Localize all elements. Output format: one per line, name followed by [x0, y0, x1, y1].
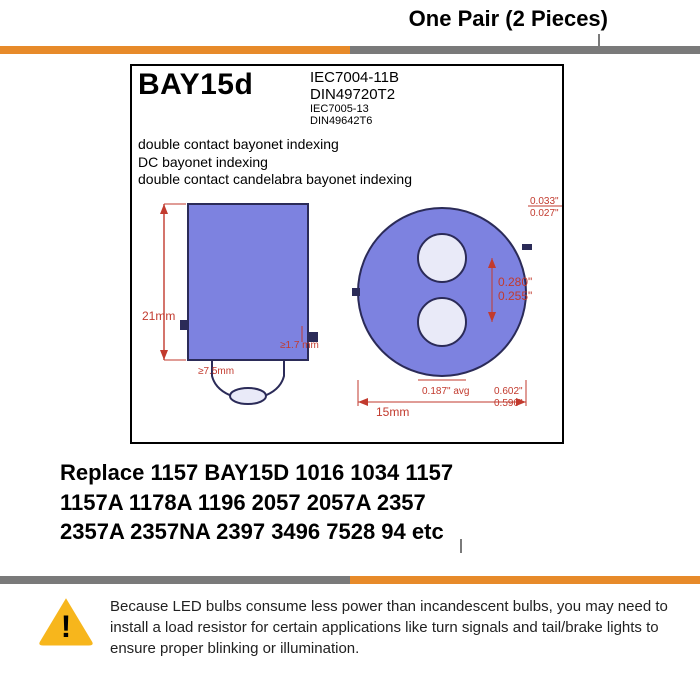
dim-base-min: ≥7.5mm: [198, 366, 234, 377]
standard-code: IEC7004-11B: [310, 70, 399, 87]
divider-bar-bottom: [0, 576, 700, 584]
dim-contact-a: 0.280": [498, 275, 532, 289]
socket-name: BAY15d: [138, 68, 253, 102]
replace-line: 1157A 1178A 1196 2057 2057A 2357: [60, 488, 650, 518]
socket-descriptions: double contact bayonet indexing DC bayon…: [138, 136, 412, 189]
dim-avg: 0.187" avg: [422, 386, 469, 397]
warning-text: Because LED bulbs consume less power tha…: [110, 596, 678, 659]
socket-desc-line: DC bayonet indexing: [138, 154, 412, 172]
dim-pin-min: ≥1.7 mm: [280, 340, 319, 351]
header-title: One Pair (2 Pieces): [409, 6, 608, 32]
replace-line: Replace 1157 BAY15D 1016 1034 1157: [60, 458, 650, 488]
standard-code: DIN49720T2: [310, 87, 399, 104]
dim-pin-top: 0.033": [530, 196, 559, 207]
socket-desc-line: double contact candelabra bayonet indexi…: [138, 171, 412, 189]
standard-code: DIN49642T6: [310, 115, 399, 127]
dim-height: 21mm: [142, 309, 175, 323]
dim-pin-top2: 0.027": [530, 208, 559, 219]
standard-code: IEC7005-13: [310, 103, 399, 115]
divider-bar-top: [0, 46, 700, 54]
svg-text:!: !: [61, 608, 72, 644]
socket-desc-line: double contact bayonet indexing: [138, 136, 412, 154]
standards-list: IEC7004-11B DIN49720T2 IEC7005-13 DIN496…: [310, 70, 399, 127]
dim-contact-b: 0.255": [498, 289, 532, 303]
dim-width: 15mm: [376, 405, 409, 419]
divider-tick-top: [598, 34, 600, 52]
spec-diagram: BAY15d IEC7004-11B DIN49720T2 IEC7005-13…: [130, 64, 564, 444]
warning-icon: !: [38, 596, 94, 646]
dim-lower-b: 0.590": [494, 398, 523, 409]
warning-row: ! Because LED bulbs consume less power t…: [38, 596, 678, 659]
replacement-list: Replace 1157 BAY15D 1016 1034 1157 1157A…: [60, 458, 650, 547]
face-view-drawing: 0.033" 0.027" 0.280" 0.255" 15mm 0.187" …: [352, 194, 564, 444]
replace-line: 2357A 2357NA 2397 3496 7528 94 etc: [60, 517, 650, 547]
side-profile-drawing: 21mm ≥7.5mm ≥1.7 mm: [142, 200, 352, 440]
dim-lower-a: 0.602": [494, 386, 523, 397]
divider-tick-mid: [460, 539, 462, 553]
